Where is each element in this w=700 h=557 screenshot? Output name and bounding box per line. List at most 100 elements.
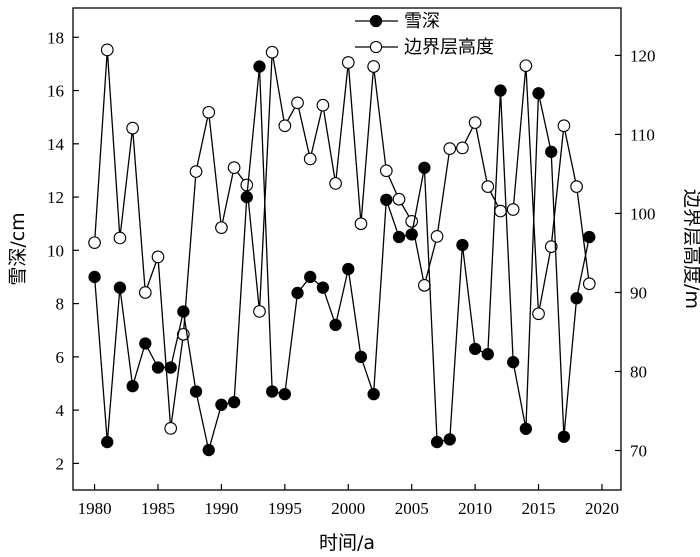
boundary-layer-point [506, 203, 520, 216]
legend-marker [369, 14, 383, 28]
boundary-layer-point [341, 56, 355, 69]
boundary-layer-point [240, 178, 254, 192]
left-tick-label: 6 [56, 348, 65, 367]
snow-depth-point [443, 433, 456, 446]
boundary-layer-point [456, 141, 469, 155]
snow-depth-point [507, 356, 520, 369]
boundary-layer-point [151, 250, 165, 264]
snow-depth-point [88, 270, 101, 284]
right-tick-label: 100 [630, 204, 656, 223]
left-tick-label: 2 [56, 454, 65, 473]
boundary-layer-point [405, 214, 419, 228]
boundary-layer-point [418, 278, 431, 292]
boundary-layer-point [532, 307, 545, 321]
boundary-layer-point [430, 230, 444, 243]
x-tick-label: 1985 [141, 499, 175, 518]
legend-label: 边界层高度 [404, 37, 494, 58]
left-tick-label: 8 [56, 295, 65, 314]
snow-depth-point [189, 385, 203, 398]
series-line [93, 66, 590, 451]
snow-depth-point [519, 422, 533, 435]
snow-depth-point [113, 281, 127, 294]
boundary-layer-point [544, 240, 558, 253]
boundary-layer-point [278, 119, 292, 133]
series-boundary-layer-height [88, 43, 596, 435]
x-axis-title: 时间/a [319, 532, 375, 554]
right-tick-label: 70 [630, 441, 647, 460]
series-snow-depth [88, 60, 596, 457]
snow-depth-point [291, 286, 304, 300]
right-tick-label: 80 [630, 362, 647, 381]
snow-depth-point [392, 230, 406, 244]
snow-depth-point [329, 318, 342, 332]
snow-depth-point [557, 430, 571, 443]
x-tick-label: 2020 [585, 499, 619, 518]
x-tick-label: 2010 [458, 499, 492, 518]
snow-depth-point [240, 190, 253, 204]
snow-depth-point [405, 228, 418, 241]
boundary-layer-point [164, 422, 178, 435]
snow-depth-point [367, 387, 380, 401]
boundary-layer-point [316, 98, 330, 112]
snow-depth-point [164, 361, 177, 374]
x-tick-label: 1980 [78, 499, 112, 518]
boundary-layer-point [443, 142, 457, 155]
snow-depth-point [418, 161, 431, 174]
x-tick-label: 2005 [395, 499, 429, 518]
boundary-layer-point [354, 217, 368, 231]
snow-depth-point [532, 87, 545, 100]
left-tick-label: 14 [47, 135, 65, 154]
left-axis-ticks: 2 4 6 8 10 12 14 16 18 [47, 28, 79, 473]
boundary-layer-point [227, 161, 241, 174]
right-tick-label: 90 [630, 283, 647, 302]
snow-depth-point [215, 398, 228, 411]
snow-depth-point [545, 145, 558, 158]
boundary-layer-point [88, 236, 101, 250]
boundary-layer-point [113, 231, 127, 245]
boundary-layer-point [582, 277, 596, 291]
boundary-layer-point [481, 180, 495, 193]
snow-depth-point [468, 342, 482, 356]
left-tick-label: 4 [56, 401, 65, 420]
boundary-layer-point [253, 305, 266, 318]
snow-depth-point [177, 305, 190, 318]
boundary-layer-point [367, 60, 380, 73]
snow-depth-point [227, 395, 241, 409]
boundary-layer-point [265, 45, 279, 59]
x-tick-label: 2000 [331, 499, 365, 518]
snow-depth-point [304, 270, 317, 284]
snow-depth-point [456, 238, 469, 252]
snow-depth-point [151, 361, 165, 374]
plot-frame [72, 7, 622, 491]
boundary-layer-point [189, 165, 203, 178]
boundary-layer-point [215, 221, 228, 235]
snow-depth-point [278, 387, 291, 401]
boundary-layer-point [329, 177, 342, 190]
boundary-layer-point [379, 164, 393, 178]
snow-depth-point [316, 281, 330, 294]
snow-depth-point [101, 435, 114, 449]
snow-depth-point [202, 443, 215, 457]
boundary-layer-point [202, 105, 216, 119]
series-line [93, 49, 590, 429]
boundary-layer-point [557, 119, 571, 133]
snow-depth-point [354, 350, 368, 364]
x-axis-ticks: 1980 1985 1990 1995 2000 2005 2010 2015 2020 [78, 484, 619, 518]
right-axis-ticks: 70 80 90 100 110 120 [615, 46, 656, 460]
left-tick-label: 12 [47, 188, 64, 207]
x-tick-label: 1990 [204, 499, 238, 518]
snow-depth-point [266, 385, 279, 398]
snow-depth-point [253, 60, 266, 73]
boundary-layer-point [392, 192, 406, 206]
boundary-layer-point [570, 180, 583, 193]
boundary-layer-point [494, 204, 507, 218]
x-tick-label: 1995 [268, 499, 302, 518]
right-tick-label: 110 [630, 125, 655, 144]
boundary-layer-point [468, 116, 482, 129]
boundary-layer-point [126, 121, 139, 135]
boundary-layer-point [303, 152, 317, 166]
legend-label: 雪深 [404, 11, 440, 32]
